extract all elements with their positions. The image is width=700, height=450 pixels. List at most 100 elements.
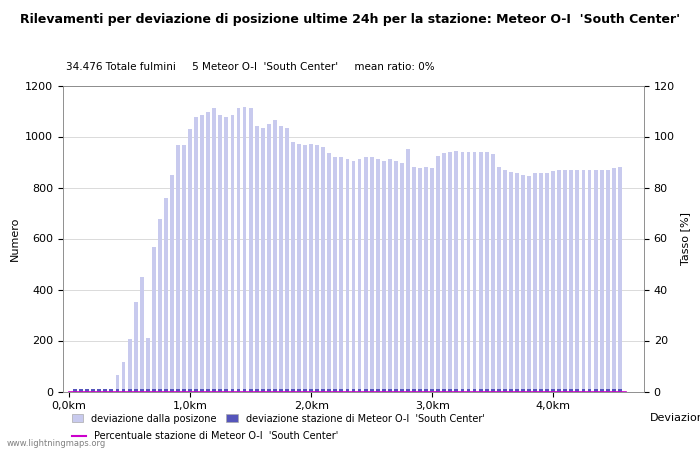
Bar: [394, 389, 398, 392]
Bar: [594, 389, 598, 392]
Bar: [491, 154, 495, 392]
Bar: [388, 389, 392, 392]
Bar: [484, 389, 489, 392]
Bar: [97, 390, 102, 392]
Bar: [152, 248, 155, 392]
Bar: [600, 170, 603, 392]
Bar: [182, 145, 186, 392]
Bar: [79, 389, 83, 392]
Bar: [328, 389, 331, 392]
Bar: [248, 108, 253, 392]
Bar: [116, 389, 120, 392]
Bar: [400, 163, 404, 392]
Bar: [285, 389, 289, 392]
Bar: [309, 144, 313, 392]
Bar: [212, 108, 216, 392]
Bar: [497, 167, 500, 392]
Bar: [491, 389, 495, 392]
Bar: [333, 157, 337, 392]
Bar: [321, 147, 326, 392]
Bar: [285, 128, 289, 392]
Bar: [261, 389, 265, 392]
Bar: [109, 389, 113, 392]
Bar: [164, 198, 168, 392]
Bar: [406, 149, 410, 392]
Bar: [122, 389, 125, 392]
Bar: [176, 389, 180, 392]
Bar: [521, 389, 525, 392]
Text: Rilevamenti per deviazione di posizione ultime 24h per la stazione: Meteor O-I  : Rilevamenti per deviazione di posizione …: [20, 14, 680, 27]
Bar: [158, 389, 162, 392]
Bar: [424, 389, 428, 392]
Bar: [412, 167, 416, 392]
Bar: [467, 389, 470, 392]
Bar: [370, 389, 374, 392]
Bar: [587, 389, 592, 392]
Bar: [618, 167, 622, 392]
Bar: [430, 168, 434, 392]
Bar: [309, 389, 313, 392]
Bar: [376, 389, 379, 392]
Bar: [364, 157, 368, 392]
Bar: [212, 389, 216, 392]
Bar: [85, 389, 89, 392]
Bar: [454, 150, 458, 392]
Bar: [569, 389, 573, 392]
Bar: [127, 339, 132, 392]
Bar: [539, 389, 543, 392]
Bar: [291, 142, 295, 392]
Bar: [479, 152, 482, 392]
Bar: [515, 389, 519, 392]
Bar: [237, 389, 240, 392]
Bar: [340, 389, 343, 392]
Bar: [225, 389, 228, 392]
Bar: [255, 389, 258, 392]
Bar: [503, 389, 507, 392]
Bar: [170, 389, 174, 392]
Bar: [206, 112, 210, 392]
Bar: [279, 389, 283, 392]
Bar: [582, 389, 585, 392]
Bar: [382, 161, 386, 392]
Bar: [297, 389, 301, 392]
Bar: [527, 176, 531, 392]
Bar: [267, 389, 271, 392]
Bar: [364, 389, 368, 392]
Bar: [351, 161, 356, 392]
Bar: [122, 362, 125, 392]
Bar: [376, 159, 379, 392]
Bar: [449, 389, 452, 392]
Bar: [412, 389, 416, 392]
Bar: [152, 389, 155, 392]
Bar: [436, 389, 440, 392]
Bar: [575, 170, 580, 392]
Bar: [315, 145, 319, 392]
Bar: [91, 389, 95, 392]
Bar: [612, 389, 616, 392]
Bar: [473, 389, 477, 392]
Bar: [388, 159, 392, 392]
Bar: [346, 159, 349, 392]
Bar: [515, 174, 519, 392]
Bar: [134, 389, 138, 392]
Y-axis label: Numero: Numero: [10, 216, 20, 261]
Bar: [291, 389, 295, 392]
Legend: Percentuale stazione di Meteor O-I  'South Center': Percentuale stazione di Meteor O-I 'Sout…: [68, 428, 342, 445]
Bar: [467, 152, 470, 392]
Bar: [557, 389, 561, 392]
Bar: [74, 390, 77, 392]
Bar: [176, 145, 180, 392]
Bar: [146, 338, 150, 392]
Bar: [418, 389, 422, 392]
Bar: [479, 389, 482, 392]
Bar: [188, 129, 192, 392]
Bar: [503, 170, 507, 392]
Bar: [612, 168, 616, 392]
Bar: [406, 389, 410, 392]
Bar: [346, 389, 349, 392]
Bar: [582, 170, 585, 392]
Bar: [158, 220, 162, 392]
Bar: [164, 389, 168, 392]
Bar: [394, 161, 398, 392]
Bar: [454, 389, 458, 392]
